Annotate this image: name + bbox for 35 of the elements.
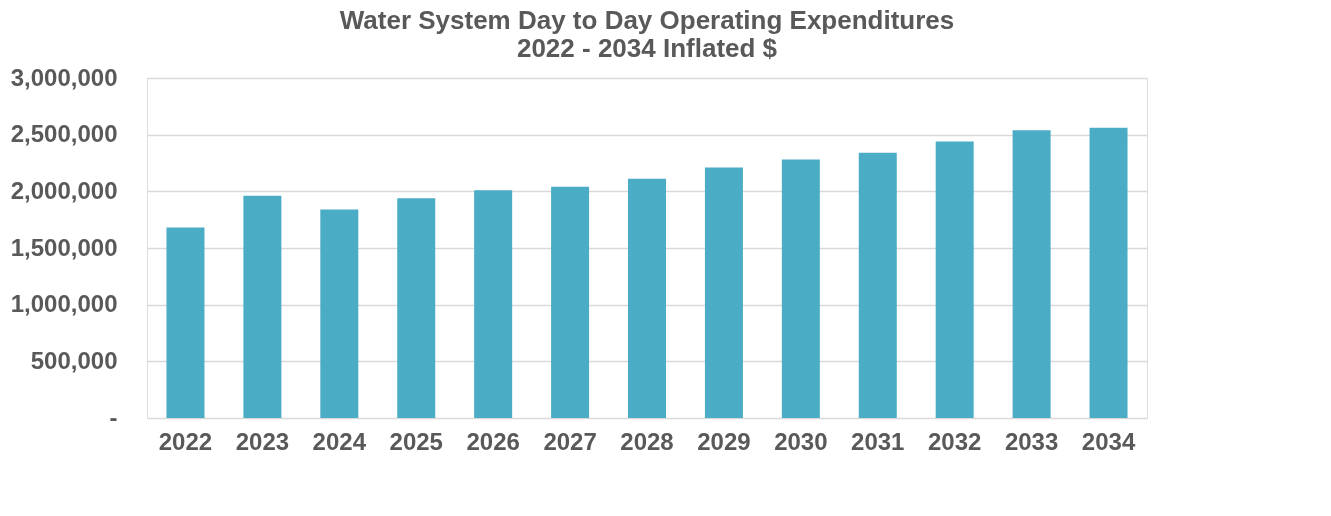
y-tick-label: 500,000 [30, 346, 118, 374]
y-tick-label: 1,000,000 [10, 290, 118, 318]
bar [320, 209, 359, 418]
y-tick-label: 2,000,000 [10, 176, 118, 204]
x-tick-label: 2024 [312, 427, 367, 455]
x-tick-label: 2027 [543, 427, 597, 455]
x-tick-label: 2026 [466, 427, 520, 455]
y-tick-label: - [109, 403, 118, 431]
y-tick-label: 1,500,000 [10, 233, 118, 261]
bar [858, 152, 897, 418]
bar [474, 190, 513, 418]
x-tick-label: 2028 [620, 427, 674, 455]
x-tick-label: 2034 [1081, 427, 1136, 455]
bar [628, 178, 666, 418]
x-tick-label: 2029 [697, 427, 751, 455]
bar [1089, 127, 1128, 418]
bar [704, 167, 743, 418]
x-tick-label: 2023 [235, 427, 290, 455]
x-tick-label: 2031 [851, 427, 905, 455]
bar [243, 195, 282, 418]
x-tick-label: 2032 [928, 427, 982, 455]
y-tick-label: 2,500,000 [10, 120, 118, 148]
bar [397, 198, 436, 418]
x-tick-label: 2033 [1004, 427, 1059, 455]
text: Water System Day to Day Operating Expenditures [339, 5, 955, 35]
bar [551, 186, 590, 418]
bar [166, 227, 205, 418]
x-tick-label: 2022 [158, 427, 213, 455]
bar [781, 159, 820, 418]
text: 2022 - 2034 Inflated $ [516, 33, 778, 63]
x-tick-label: 2025 [389, 427, 443, 455]
y-tick-label: 3,000,000 [10, 63, 118, 91]
bar [1012, 130, 1051, 418]
x-tick-label: 2030 [774, 427, 828, 455]
bar [935, 141, 974, 418]
